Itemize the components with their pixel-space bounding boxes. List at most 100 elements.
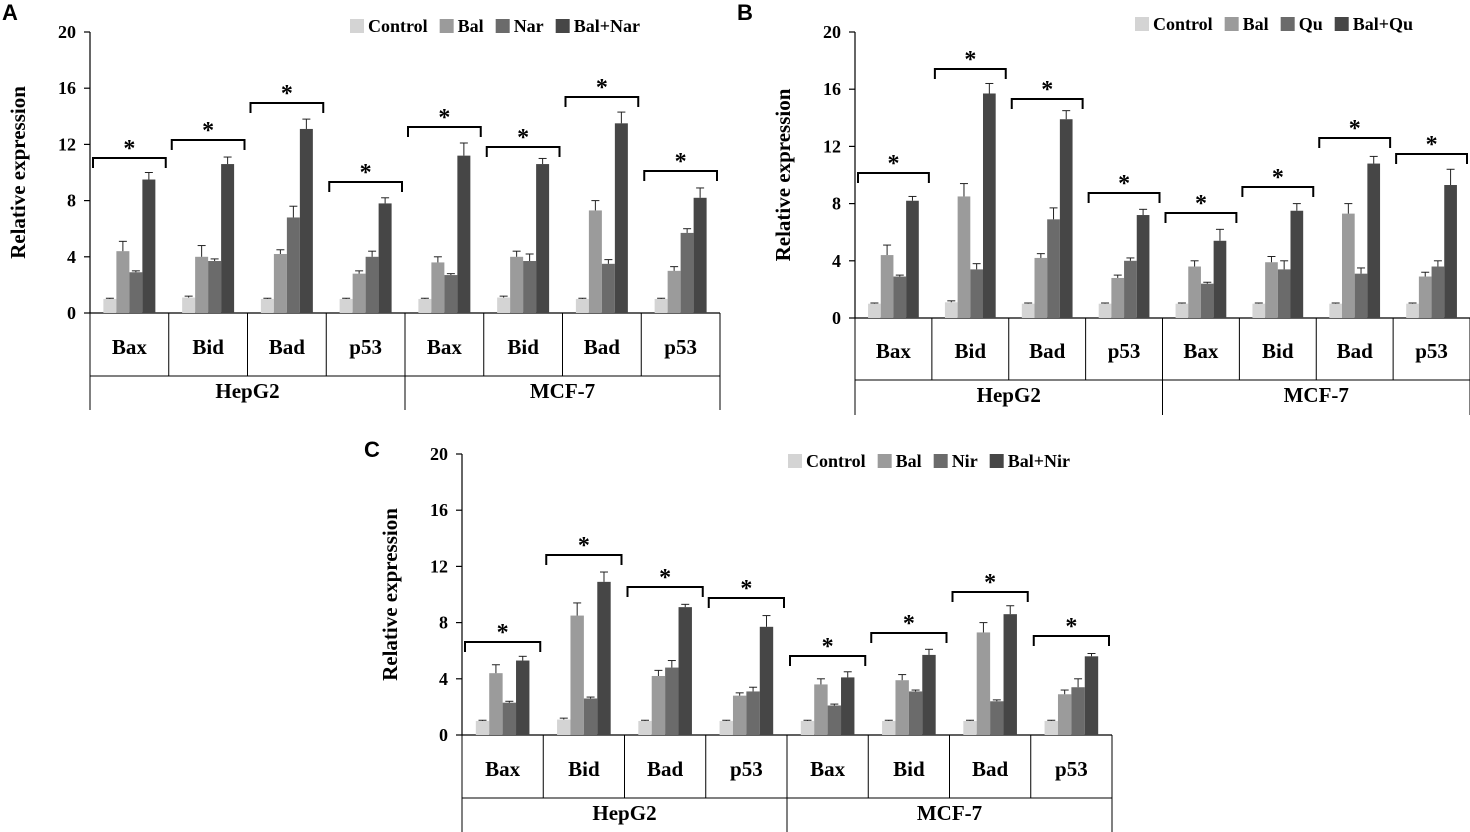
bar-control — [1406, 303, 1419, 318]
legend-swatch — [1135, 17, 1149, 31]
significance-bracket — [789, 655, 867, 666]
significance-star: * — [740, 576, 752, 602]
bar-qu — [970, 269, 983, 318]
bar-control — [882, 720, 896, 735]
bar-control — [963, 720, 977, 735]
y-tick-label: 20 — [430, 444, 448, 464]
y-axis-title: Relative expression — [378, 508, 402, 681]
bar-bal — [1057, 694, 1072, 735]
significance-star: * — [1272, 165, 1284, 191]
bar-control — [418, 298, 432, 313]
bar-control — [557, 719, 571, 735]
bar-bal-nir — [1003, 614, 1017, 735]
y-tick-label: 16 — [430, 500, 448, 520]
significance-bracket — [1164, 212, 1238, 223]
category-label: Bad — [647, 757, 684, 781]
bar-nir — [502, 702, 517, 735]
category-label: p53 — [1108, 339, 1141, 363]
bar-nar — [365, 256, 379, 313]
bar-nar — [129, 272, 143, 313]
significance-star: * — [517, 125, 529, 151]
legend-swatch — [1280, 17, 1295, 31]
group-label: MCF-7 — [917, 801, 982, 825]
y-tick-label: 8 — [67, 191, 76, 211]
y-tick-label: 16 — [58, 78, 76, 98]
bar-control — [1329, 303, 1343, 318]
chart-panel-c: C 0 4 8 12 16 20 Relative expression Bax Bid Bad p5… — [364, 437, 1113, 832]
bar-control — [800, 720, 815, 735]
y-tick-label: 4 — [832, 251, 841, 271]
bar-bal-nar — [221, 164, 235, 313]
category-label: Bid — [955, 339, 987, 363]
bar-bal-qu — [982, 93, 996, 319]
bar-bal — [195, 256, 209, 313]
bar-bal-nar — [614, 123, 628, 313]
bar-control — [575, 298, 589, 313]
significance-star: * — [659, 565, 671, 591]
bar-bal — [1034, 257, 1048, 318]
bar-qu — [1200, 283, 1214, 318]
legend-swatch — [877, 454, 892, 468]
significance-bracket — [328, 181, 403, 192]
bar-bal-nir — [922, 654, 936, 735]
bar-bal — [1265, 262, 1278, 318]
bar-nir — [990, 701, 1004, 735]
significance-bracket — [92, 157, 167, 168]
significance-star: * — [887, 151, 899, 177]
significance-star: * — [596, 75, 608, 101]
significance-star: * — [1118, 171, 1130, 197]
significance-star: * — [497, 620, 509, 646]
bar-bal — [588, 210, 602, 313]
bar-bal — [814, 684, 828, 735]
category-label: Bid — [893, 757, 925, 781]
legend-swatch — [439, 19, 454, 33]
bar-bal — [273, 253, 287, 313]
significance-star: * — [1349, 116, 1361, 142]
category-label: p53 — [664, 335, 697, 359]
significance-star: * — [1426, 132, 1438, 158]
significance-bracket — [626, 586, 704, 597]
bar-control — [103, 298, 117, 313]
significance-star: * — [1065, 614, 1077, 640]
legend-swatch — [1334, 17, 1349, 31]
group-label: MCF-7 — [1284, 383, 1349, 407]
bar-control — [182, 297, 196, 313]
category-label: Bid — [1262, 339, 1294, 363]
category-label: Bad — [269, 335, 306, 359]
bar-nir — [665, 667, 679, 735]
category-label: Bax — [112, 335, 148, 359]
significance-bracket — [1032, 635, 1110, 646]
bar-bal-qu — [1290, 210, 1304, 318]
y-axis-title: Relative expression — [6, 86, 30, 259]
legend-swatch — [989, 454, 1004, 468]
bar-control — [339, 298, 353, 313]
bar-bal-qu — [1444, 185, 1457, 318]
legend-label: Bal — [1243, 14, 1269, 34]
category-label: Bid — [507, 335, 539, 359]
category-label: Bid — [192, 335, 224, 359]
group-label: HepG2 — [592, 801, 656, 825]
legend-swatch — [495, 19, 510, 33]
significance-bracket — [643, 170, 718, 181]
legend-label: Nir — [952, 451, 978, 471]
panel-letter-b: B — [737, 0, 753, 25]
bar-bal — [732, 695, 747, 735]
bar-qu — [1047, 219, 1060, 318]
bar-bal — [1418, 276, 1432, 318]
bar-bal-nar — [142, 179, 156, 313]
legend-label: Qu — [1299, 14, 1323, 34]
bar-bal — [895, 680, 909, 735]
group-label: MCF-7 — [530, 379, 595, 403]
legend-swatch — [788, 454, 802, 468]
bar-nar — [286, 217, 300, 313]
bar-bal-nir — [516, 660, 530, 735]
y-tick-label: 0 — [67, 303, 76, 323]
significance-star: * — [984, 570, 996, 596]
bar-bal-nir — [678, 607, 692, 735]
category-label: Bid — [568, 757, 600, 781]
y-tick-label: 0 — [832, 308, 841, 328]
legend-label: Nar — [514, 16, 544, 36]
bar-bal-nar — [299, 128, 313, 313]
bar-bal — [489, 673, 503, 735]
y-tick-label: 12 — [430, 556, 448, 576]
